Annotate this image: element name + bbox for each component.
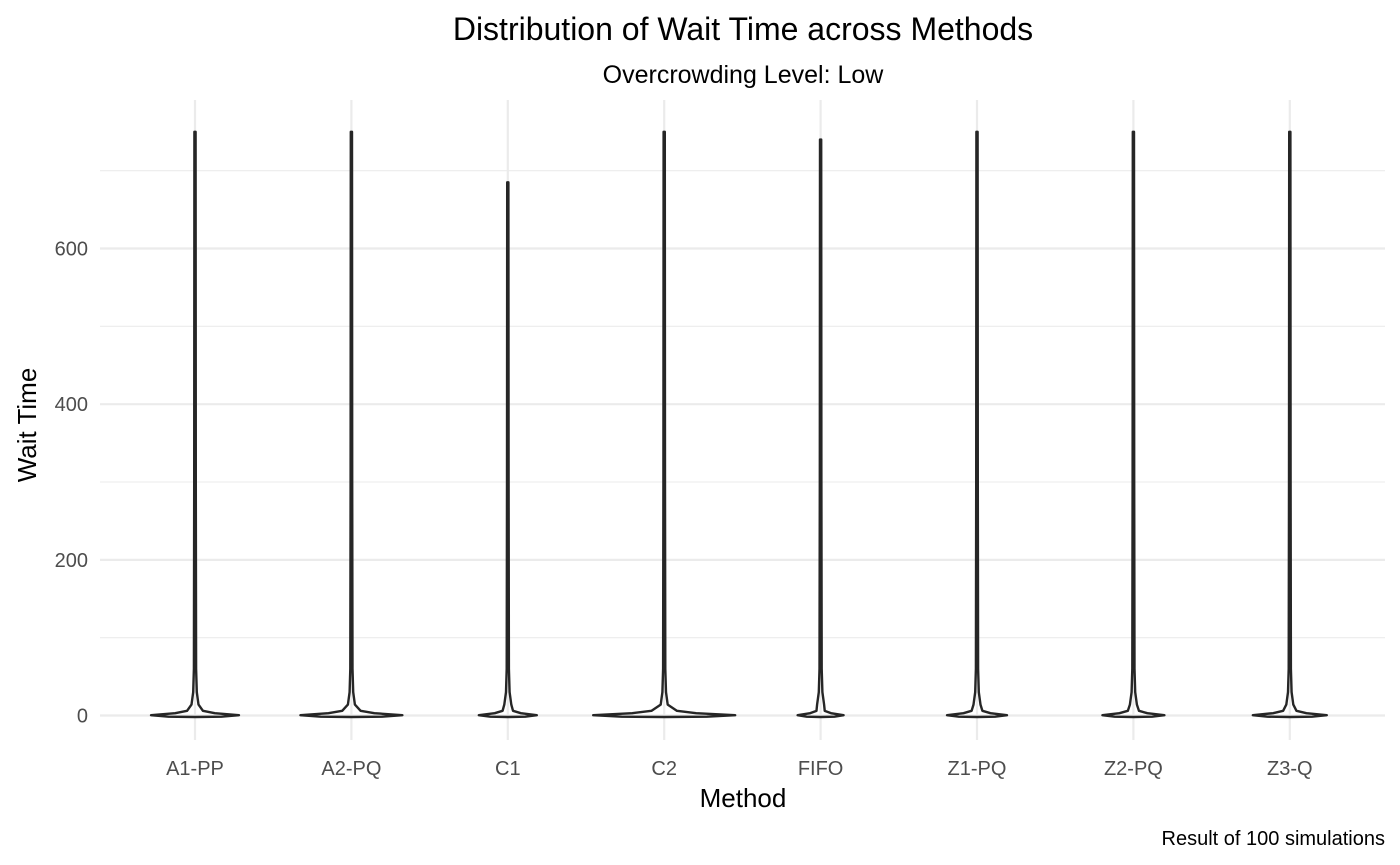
- x-tick-label: Z2-PQ: [1104, 758, 1163, 780]
- x-tick-label: FIFO: [798, 758, 844, 780]
- x-tick-label: C1: [495, 758, 521, 780]
- x-tick-label: A1-PP: [166, 758, 224, 780]
- x-tick-label: Z3-Q: [1267, 758, 1313, 780]
- y-tick-label: 0: [77, 706, 88, 728]
- violin-a2-pq: [299, 130, 404, 719]
- x-tick-label: A2-PQ: [321, 758, 381, 780]
- violin-z1-pq: [945, 130, 1009, 719]
- chart-caption: Result of 100 simulations: [1162, 828, 1385, 850]
- violin-z2-pq: [1101, 130, 1166, 719]
- y-tick-label: 200: [55, 550, 88, 572]
- violin-z3-q: [1251, 130, 1328, 719]
- violin-fifo: [796, 138, 845, 719]
- grid-lines: [100, 100, 1385, 740]
- x-tick-label: Z1-PQ: [948, 758, 1007, 780]
- x-axis-ticks: A1-PP A2-PQ C1 C2 FIFO Z1-PQ Z2-PQ Z3-Q: [166, 758, 1312, 780]
- violin-c1: [477, 181, 538, 719]
- y-axis-ticks: 0 200 400 600: [55, 239, 88, 728]
- violin-series: [149, 130, 1328, 719]
- y-tick-label: 400: [55, 394, 88, 416]
- y-axis-title: Wait Time: [12, 368, 42, 483]
- x-axis-title: Method: [700, 783, 787, 813]
- x-tick-label: C2: [651, 758, 677, 780]
- y-tick-label: 600: [55, 239, 88, 261]
- chart-subtitle: Overcrowding Level: Low: [603, 61, 885, 89]
- chart-title: Distribution of Wait Time across Methods: [453, 11, 1033, 47]
- violin-a1-pp: [149, 130, 241, 719]
- violin-c2: [592, 130, 737, 719]
